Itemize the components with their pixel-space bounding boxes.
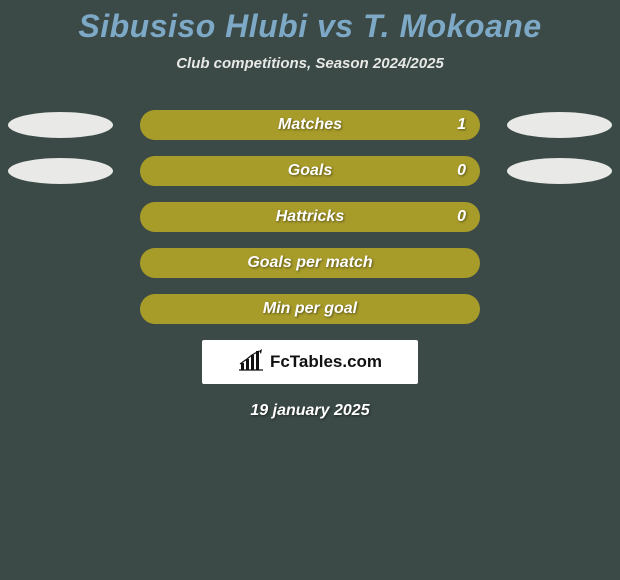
player1-name: Sibusiso Hlubi — [78, 8, 307, 44]
vs-separator: vs — [317, 8, 354, 44]
player1-oval — [8, 158, 113, 184]
stat-value: 0 — [457, 162, 466, 180]
snapshot-date: 19 january 2025 — [0, 402, 620, 420]
stat-label: Goals per match — [247, 254, 372, 272]
stat-row-goals: Goals 0 — [0, 156, 620, 186]
player2-oval — [507, 112, 612, 138]
stat-label: Min per goal — [263, 300, 357, 318]
stat-bar: Goals per match — [140, 248, 480, 278]
comparison-infographic: Sibusiso Hlubi vs T. Mokoane Club compet… — [0, 0, 620, 580]
stat-label: Goals — [288, 162, 332, 180]
stat-label: Hattricks — [276, 208, 344, 226]
page-title: Sibusiso Hlubi vs T. Mokoane — [0, 0, 620, 45]
stat-bar: Min per goal — [140, 294, 480, 324]
stat-row-matches: Matches 1 — [0, 110, 620, 140]
stat-row-hattricks: Hattricks 0 — [0, 202, 620, 232]
stats-list: Matches 1 Goals 0 Hattricks 0 Goals per … — [0, 110, 620, 324]
stat-bar: Hattricks 0 — [140, 202, 480, 232]
stat-row-min-per-goal: Min per goal — [0, 294, 620, 324]
stat-bar: Goals 0 — [140, 156, 480, 186]
player2-oval — [507, 158, 612, 184]
stat-label: Matches — [278, 116, 342, 134]
player1-oval — [8, 112, 113, 138]
stat-bar: Matches 1 — [140, 110, 480, 140]
subtitle: Club competitions, Season 2024/2025 — [0, 55, 620, 72]
fctables-logo: FcTables.com — [202, 340, 418, 384]
stat-value: 0 — [457, 208, 466, 226]
bar-chart-icon — [238, 349, 264, 376]
logo-text: FcTables.com — [270, 352, 382, 372]
stat-row-goals-per-match: Goals per match — [0, 248, 620, 278]
player2-name: T. Mokoane — [363, 8, 542, 44]
stat-value: 1 — [457, 116, 466, 134]
